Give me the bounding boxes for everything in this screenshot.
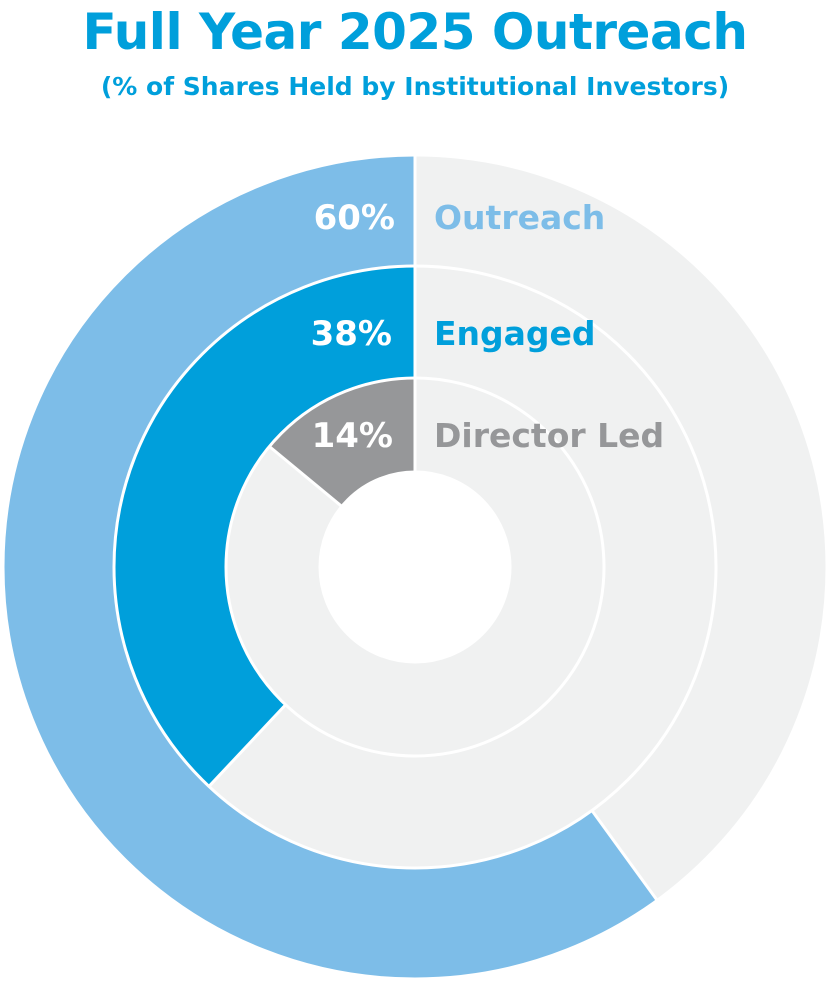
segment-edge-outreach-end <box>590 809 659 902</box>
data-label-director-led-value: 14% <box>312 416 393 456</box>
ring-segment-engaged <box>114 266 416 787</box>
data-label-engaged-value: 38% <box>311 314 392 354</box>
chart-subtitle: (% of Shares Held by Institutional Inves… <box>100 72 730 101</box>
data-label-engaged-name: Engaged <box>434 314 596 353</box>
ring-separator-0 <box>1 153 829 981</box>
data-label-outreach-name: Outreach <box>434 198 605 237</box>
chart-title: Full Year 2025 Outreach <box>82 3 748 61</box>
data-label-outreach-value: 60% <box>314 198 395 238</box>
ring-segment-director-led <box>269 378 415 507</box>
ring-segment-outreach <box>2 155 658 980</box>
segment-edge-engaged-end <box>207 703 287 788</box>
segment-edge-director-led-end <box>268 445 343 508</box>
data-label-director-led-name: Director Led <box>434 416 664 455</box>
ring-separator-1 <box>112 264 718 870</box>
ring-separator-3 <box>318 470 512 664</box>
ring-separator-2 <box>224 376 606 758</box>
